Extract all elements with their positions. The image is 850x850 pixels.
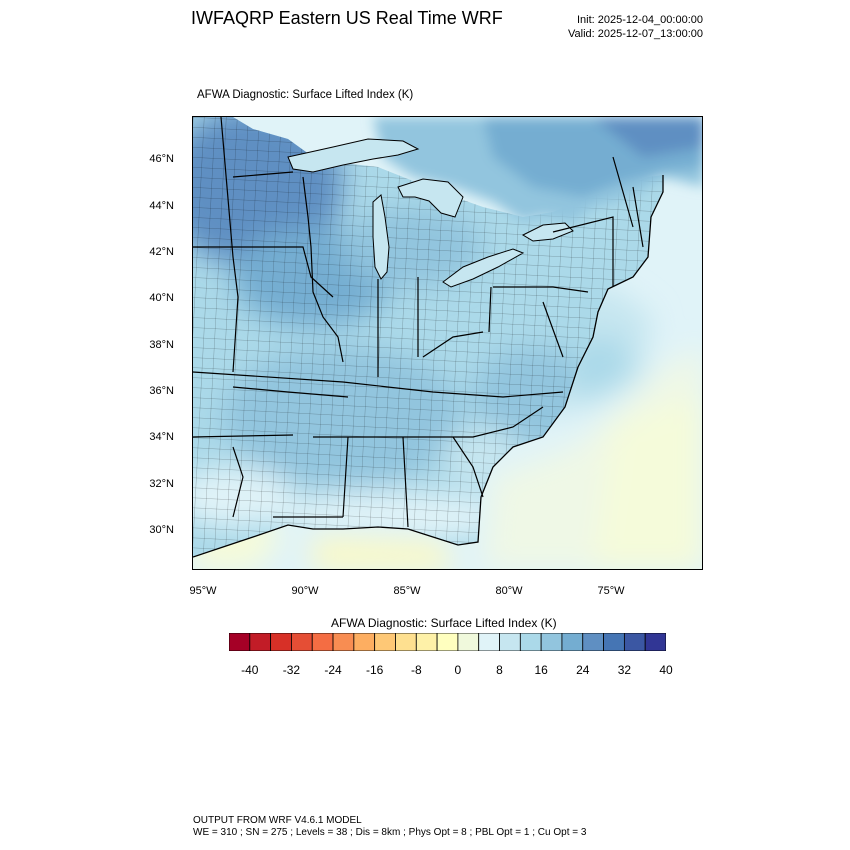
state-boundaries [193,117,644,528]
map-svg [193,117,702,569]
colorbar-swatch [291,633,313,651]
great-lakes [287,138,574,288]
lat-label: 34°N [149,431,174,443]
colorbar-swatch [374,633,396,651]
lat-label: 46°N [149,153,174,165]
colorbar-tick-label: -32 [282,663,301,677]
valid-time: Valid: 2025-12-07_13:00:00 [568,28,703,40]
plot-title: IWFAQRP Eastern US Real Time WRF [191,8,503,28]
colorbar-swatch [603,633,625,651]
lon-label: 90°W [291,585,319,597]
footer-line-1: OUTPUT FROM WRF V4.6.1 MODEL [193,815,362,826]
coastline [193,175,664,558]
colorbar-tick-label: 0 [454,663,462,677]
colorbar-swatch [229,633,251,651]
init-time: Init: 2025-12-04_00:00:00 [577,14,703,26]
lat-label: 44°N [149,200,174,212]
time-info: Init: 2025-12-04_00:00:00 Valid: 2025-12… [568,13,703,41]
colorbar-tick-label: -40 [241,663,259,677]
colorbar-swatch [478,633,500,651]
lon-label: 95°W [189,585,217,597]
colorbar-tick-label: 8 [496,663,503,677]
colorbar-swatch [644,633,666,651]
colorbar-swatch [395,633,417,651]
colorbar-title: AFWA Diagnostic: Surface Lifted Index (K… [331,616,557,630]
colorbar-swatch [582,633,604,651]
lon-label: 80°W [495,585,523,597]
colorbar-swatch [561,633,584,651]
colorbar-swatch [415,633,438,651]
lat-label: 30°N [149,524,174,536]
colorbar-tick-label: 40 [659,663,673,677]
lat-label: 42°N [149,246,174,258]
lat-label: 36°N [149,385,174,397]
colorbar-swatch [457,633,480,651]
lat-label: 38°N [149,339,174,351]
colorbar-swatch [499,633,521,651]
colorbar-swatch [332,633,355,651]
colorbar-swatch [540,633,563,651]
model-footer: OUTPUT FROM WRF V4.6.1 MODEL WE = 310 ; … [193,815,586,839]
colorbar-swatch [311,633,334,651]
colorbar-swatch [623,633,646,651]
lat-label: 40°N [149,292,174,304]
colorbar-tick-label: 16 [534,663,548,677]
lon-label: 75°W [597,585,625,597]
colorbar-tick-label: -16 [365,663,384,677]
map-panel [192,116,703,570]
colorbar [229,633,666,651]
colorbar-swatch [519,633,542,651]
colorbar-tick-label: 32 [617,663,632,677]
colorbar-swatch [249,633,272,651]
colorbar-swatch [270,633,292,651]
lat-label: 32°N [149,478,174,490]
colorbar-swatch [353,633,376,651]
colorbar-tick-label: -24 [324,663,342,677]
lon-label: 85°W [393,585,421,597]
plot-subtitle: AFWA Diagnostic: Surface Lifted Index (K… [197,89,414,101]
footer-line-2: WE = 310 ; SN = 275 ; Levels = 38 ; Dis … [193,827,587,838]
colorbar-tick-label: -8 [410,663,422,677]
colorbar-tick-label: 24 [576,663,590,677]
colorbar-swatch [436,633,459,651]
